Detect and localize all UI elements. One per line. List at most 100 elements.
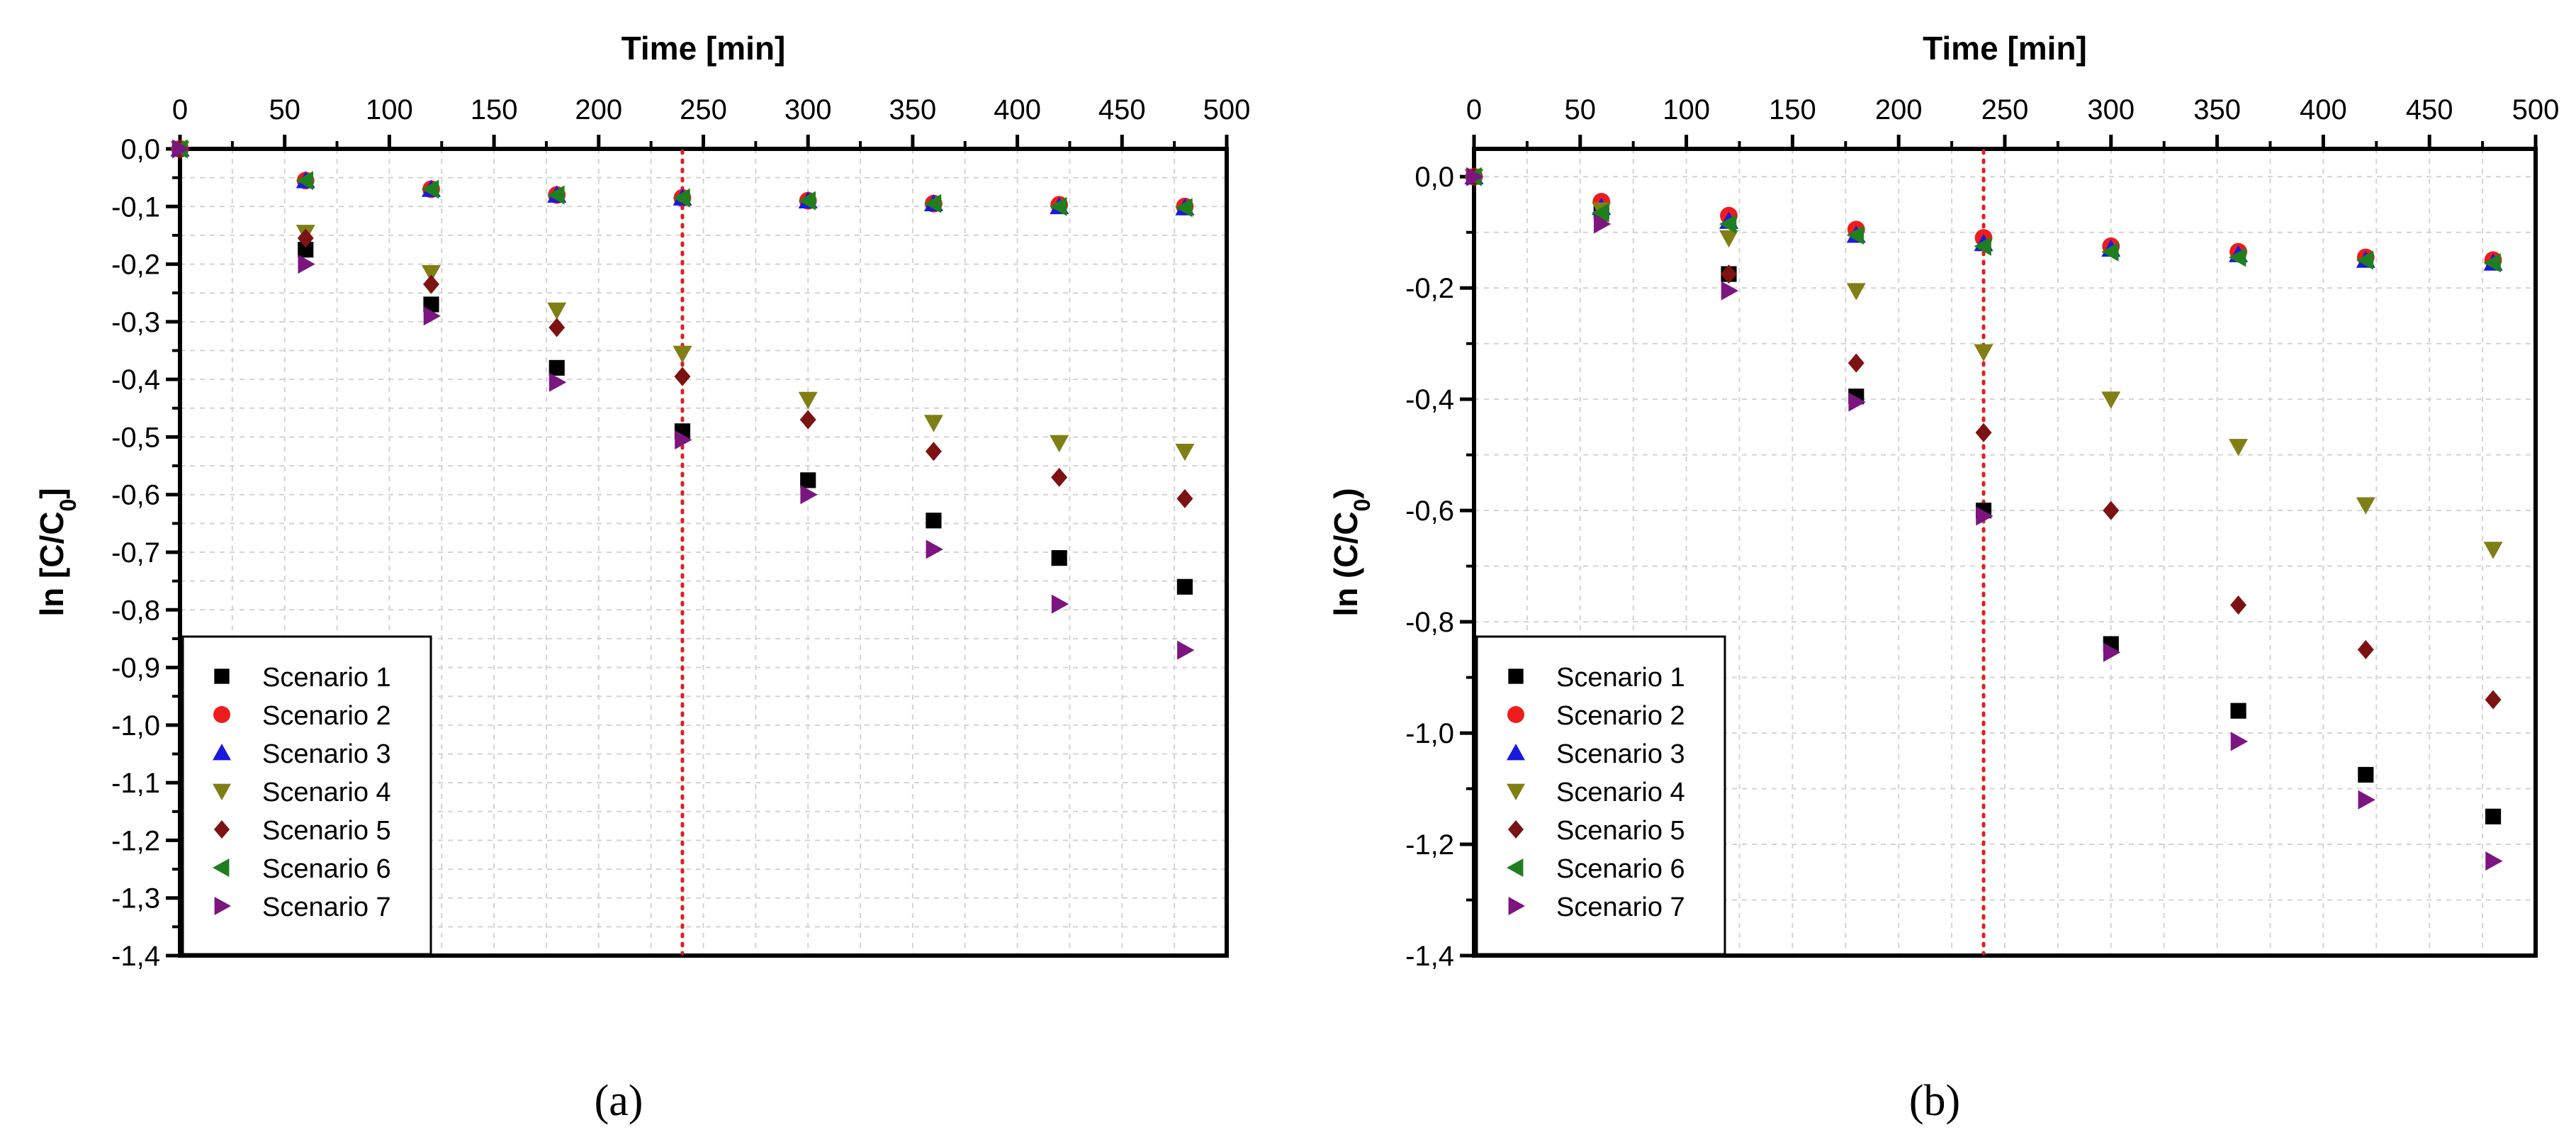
data-point [799,410,816,430]
x-tick-label: 150 [1769,94,1816,125]
data-point [1175,443,1195,461]
data-point [1177,640,1195,660]
legend-marker [1508,897,1525,915]
y-tick-label: -0,5 [111,422,160,453]
data-points [1464,167,2503,871]
legend-label: Scenario 7 [1556,893,1685,922]
y-axis-title-part: ) [1327,488,1364,498]
data-point [2230,703,2246,719]
y-axis-title-subscript: 0 [55,499,81,512]
data-point [926,513,942,529]
data-point [2358,766,2374,783]
legend-label: Scenario 2 [262,701,391,731]
x-tick-label: 250 [680,94,727,125]
data-point [1176,578,1193,595]
legend-marker [1507,820,1524,839]
data-point [297,228,314,248]
data-point [421,264,441,283]
y-axis-title-subscript: 0 [1349,499,1375,512]
y-tick-label: -0,8 [1405,607,1454,638]
panel-label-b: (b) [1909,1077,1960,1125]
data-point [800,472,816,488]
data-point [926,539,943,559]
data-point [1592,203,1609,223]
data-point [1975,423,1992,442]
legend-marker [213,744,231,761]
data-point [2103,642,2121,662]
data-point [675,430,692,449]
x-tick-label: 300 [2087,94,2135,125]
x-tick-label: 0 [172,94,188,125]
data-point [2229,247,2246,267]
legend-label: Scenario 3 [262,739,391,769]
data-point [296,171,314,191]
y-axis-title: ln (C/C0) [1327,488,1375,616]
series-scenario-6 [170,139,1193,218]
x-tick-label: 400 [994,94,1041,125]
x-tick-label: 200 [575,94,622,125]
y-axis-title: ln [C/C0] [33,488,81,616]
x-tick-label: 200 [1875,94,1923,125]
series-scenario-7 [172,139,1195,660]
data-point [2230,595,2247,615]
data-point [673,345,692,364]
y-tick-label: -0,9 [111,653,160,684]
data-point [298,254,315,274]
y-tick-label: -0,6 [1405,496,1454,527]
y-axis-title-part: ln (C/C [1327,511,1364,616]
x-axis: 0 50 100 150 200 250 300 350 400 450 500 [172,94,1250,149]
x-tick-label: 350 [2193,94,2241,125]
legend-marker [213,706,230,723]
legend-label: Scenario 6 [262,854,391,884]
data-point [423,274,439,294]
data-point [172,139,190,159]
x-tick-label: 100 [1663,94,1710,125]
data-point [1051,594,1069,614]
data-point [549,318,566,337]
x-tick-label: 450 [1098,94,1146,125]
x-axis-title: Time [min] [621,30,786,67]
legend-marker [214,897,231,915]
data-point [925,442,942,461]
y-axis-title-part: ln [C/C [33,511,70,616]
legend-label: Scenario 6 [1556,854,1685,884]
data-point [547,185,565,205]
data-point [1466,167,1484,186]
data-point [2229,439,2249,457]
x-tick-label: 450 [2406,94,2453,125]
x-tick-label: 350 [889,94,937,125]
data-point [1719,230,1739,248]
legend-marker [213,858,230,877]
data-point [1050,435,1069,453]
data-point [798,191,816,211]
grid [1474,149,2536,956]
data-point [1974,236,1991,256]
y-tick-label: -0,4 [1405,384,1454,415]
legend-marker [1507,783,1525,800]
x-tick-label: 0 [1466,94,1482,125]
legend-marker [214,668,230,684]
data-point [1848,392,1866,412]
x-axis-title: Time [min] [1923,30,2087,67]
legend-marker [1507,706,1524,723]
x-tick-label: 500 [2512,94,2560,125]
legend: Scenario 1 Scenario 2 Scenario 3 Scenario 4… [181,635,432,956]
y-axis-title-part: ] [33,488,70,498]
data-point [1721,264,1737,284]
data-point [800,485,818,505]
y-tick-label: -0,3 [111,307,160,338]
data-point [547,302,567,320]
y-tick-label: 0,0 [1414,162,1454,193]
legend-marker [1508,668,1524,684]
y-tick-label: -0,2 [111,250,160,281]
y-tick-label: -1,1 [111,768,160,799]
legend-label: Scenario 3 [1556,739,1685,769]
panel-label-a: (a) [595,1077,643,1125]
y-tick-label: -1,4 [1405,941,1454,972]
data-point [2485,690,2502,710]
data-points [170,139,1195,660]
y-tick-label: -0,1 [111,191,160,223]
panel-b: 0 50 100 150 200 250 300 350 400 450 500 Time [min]… [1327,30,2559,972]
legend-label: Scenario 1 [262,663,391,693]
